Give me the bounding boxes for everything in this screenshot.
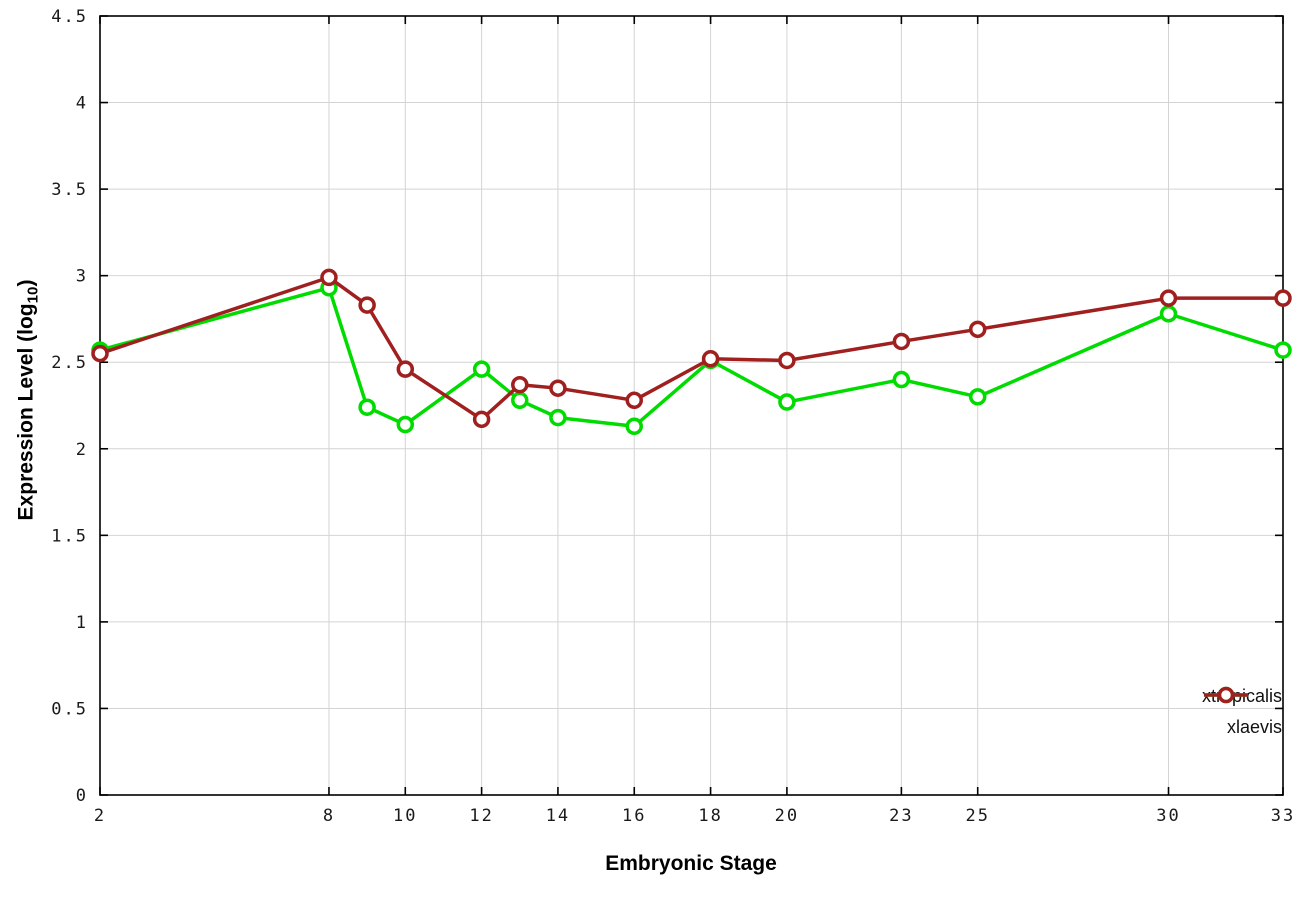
data-point-xlaevis [511, 375, 529, 394]
y-tick-label: 0.5 [51, 699, 88, 719]
data-point-xtropicalis [778, 393, 796, 411]
data-point-xlaevis [320, 268, 338, 287]
data-point-xlaevis [396, 360, 415, 378]
data-point-xlaevis [1159, 289, 1178, 307]
data-point-xtropicalis [625, 417, 644, 436]
x-tick-label: 25 [965, 806, 989, 826]
x-tick-label: 33 [1271, 806, 1295, 826]
legend-row-xlaevis: xlaevis [1202, 686, 1282, 738]
y-axis-title-sub: 10 [24, 286, 42, 304]
data-point-xtropicalis [968, 388, 987, 406]
data-point-xlaevis [968, 320, 987, 339]
x-axis-title: Embryonic Stage [605, 852, 777, 875]
x-tick-label: 16 [622, 806, 646, 826]
x-tick-label: 8 [323, 806, 335, 826]
legend-label-xlaevis: xlaevis [1226, 717, 1282, 737]
y-tick-label: 3 [76, 267, 88, 287]
x-tick-label: 2 [94, 806, 106, 826]
y-tick-label: 2 [76, 440, 88, 460]
data-point-xtropicalis [358, 398, 376, 416]
data-point-xtropicalis [549, 408, 567, 427]
x-tick-label: 18 [698, 806, 722, 826]
data-point-xtropicalis [511, 391, 529, 410]
data-point-xlaevis [1274, 289, 1292, 307]
data-point-xtropicalis [1274, 341, 1292, 359]
y-axis-title: Expression Level (log10) [14, 280, 41, 521]
data-point-xlaevis [472, 410, 491, 429]
y-axis-title-close: ) [14, 279, 38, 287]
data-point-xtropicalis [1159, 305, 1178, 323]
data-point-xlaevis [778, 351, 796, 370]
data-point-xlaevis [892, 332, 911, 351]
y-tick-label: 0 [76, 786, 88, 806]
x-tick-label: 23 [889, 806, 913, 826]
data-point-xtropicalis [472, 360, 491, 378]
data-point-xlaevis [358, 296, 376, 314]
data-point-xlaevis [701, 350, 720, 368]
x-tick-label: 14 [546, 806, 570, 826]
y-tick-label: 1.5 [51, 526, 88, 546]
y-tick-label: 4.5 [51, 7, 88, 27]
series-line-xlaevis [98, 275, 1285, 422]
y-tick-label: 1 [76, 613, 88, 633]
data-point-xlaevis [91, 344, 109, 363]
data-point-xlaevis [549, 379, 567, 397]
legend-sample-xlaevis-icon [1203, 686, 1248, 704]
y-tick-label: 3.5 [51, 180, 88, 200]
legend: xtropicalis xlaevis [1202, 686, 1282, 738]
x-tick-label: 12 [469, 806, 493, 826]
y-tick-label: 4 [76, 94, 88, 114]
data-point-xlaevis [625, 391, 644, 410]
x-tick-label: 20 [775, 806, 799, 826]
y-tick-label: 2.5 [51, 353, 88, 373]
x-tick-label: 10 [393, 806, 417, 826]
y-axis-title-main: Expression Level (log [14, 303, 38, 521]
plot-border [99, 15, 1284, 796]
x-tick-label: 30 [1156, 806, 1180, 826]
data-point-xtropicalis [892, 370, 911, 389]
data-point-xtropicalis [396, 415, 415, 434]
